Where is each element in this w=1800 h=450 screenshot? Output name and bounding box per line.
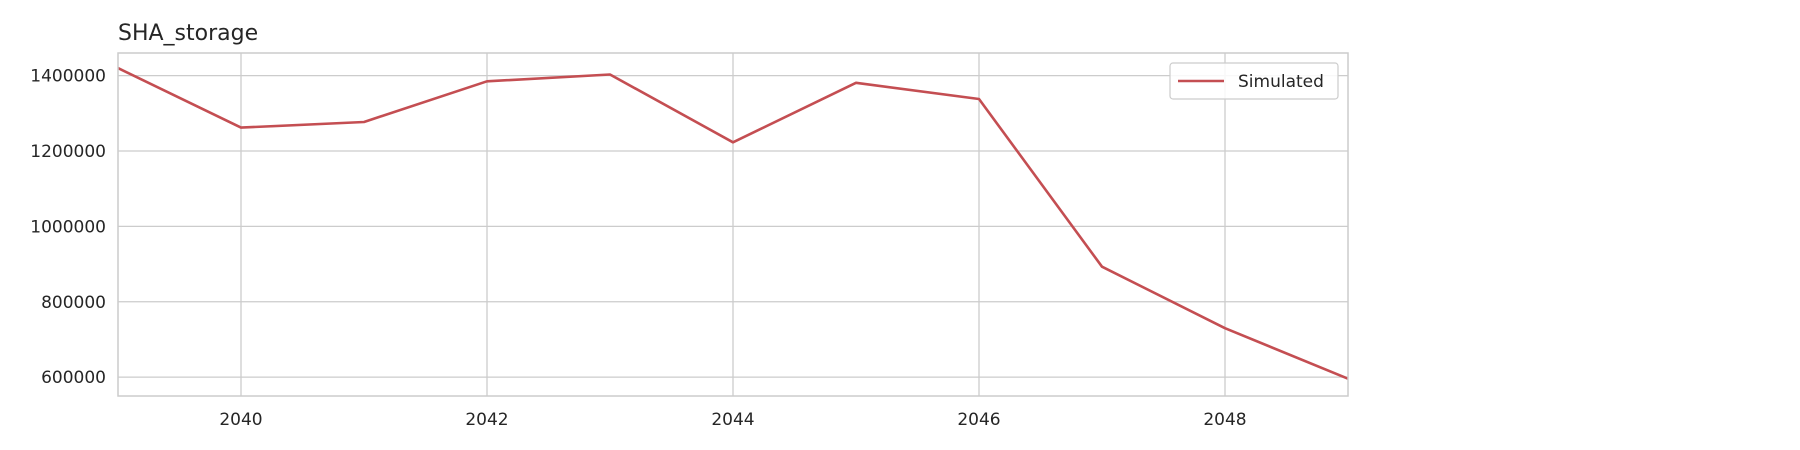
y-tick-label: 600000: [41, 368, 106, 388]
y-tick-label: 1400000: [30, 67, 106, 87]
x-tick-label: 2048: [1203, 410, 1246, 430]
plot-frame: [117, 52, 1349, 397]
x-axis: 2040 2042 2044 2046 2048: [219, 410, 1246, 430]
x-tick-label: 2046: [957, 410, 1000, 430]
chart-title: SHA_storage: [118, 21, 258, 46]
legend: Simulated: [1169, 62, 1339, 100]
grid: [118, 53, 1348, 396]
x-tick-label: 2042: [465, 410, 508, 430]
series-layer: [117, 66, 1349, 380]
legend-label: Simulated: [1238, 72, 1324, 92]
y-tick-label: 1000000: [30, 217, 106, 237]
legend-box: [1169, 62, 1339, 100]
y-tick-label: 800000: [41, 293, 106, 313]
y-axis: 600000 800000 1000000 1200000 1400000: [30, 67, 106, 389]
x-tick-label: 2040: [219, 410, 262, 430]
x-tick-label: 2044: [711, 410, 754, 430]
y-tick-label: 1200000: [30, 142, 106, 162]
series-line-simulated: [117, 66, 1349, 380]
